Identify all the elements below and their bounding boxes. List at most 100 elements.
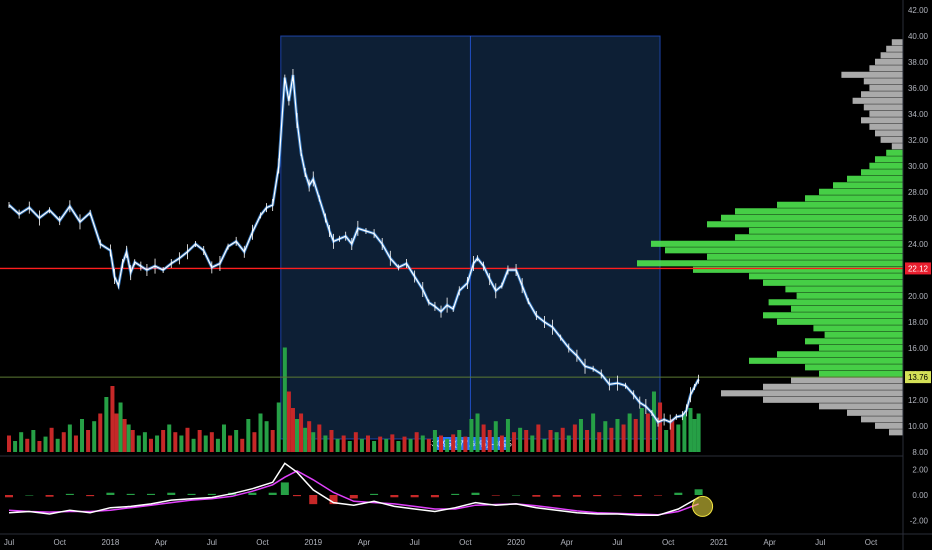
osc-histogram-bar <box>280 482 289 495</box>
volume-bar <box>554 432 559 452</box>
volume-bar <box>481 424 486 452</box>
osc-histogram-bar <box>694 489 703 495</box>
volume-bar <box>426 438 431 452</box>
profile-bar <box>875 422 903 429</box>
volume-bar <box>73 435 78 452</box>
price-axis-tick: 18.00 <box>908 318 929 327</box>
volume-bar <box>114 413 119 452</box>
time-axis[interactable]: Jul Oct 2018 Apr Jul Oct 2019 Apr Jul Oct 2020 Apr J… <box>4 538 878 547</box>
profile-bar <box>819 403 903 410</box>
profile-bar <box>819 188 903 195</box>
price-axis-tick: 12.00 <box>908 396 929 405</box>
osc-histogram-bar <box>25 495 34 496</box>
price-axis-tick: 30.00 <box>908 162 929 171</box>
profile-bar <box>869 65 903 72</box>
profile-bar <box>805 195 903 202</box>
volume-bar <box>512 432 517 452</box>
profile-bar <box>869 84 903 91</box>
volume-bar <box>215 438 220 452</box>
profile-bar <box>861 169 903 176</box>
volume-bar <box>311 432 316 452</box>
osc-histogram-bar <box>248 492 257 495</box>
volume-bar <box>359 438 364 452</box>
profile-bar <box>796 292 903 299</box>
osc-histogram-bar <box>65 493 74 495</box>
profile-bar <box>665 247 903 254</box>
osc-histogram-bar <box>471 492 480 495</box>
price-axis-tick: 32.00 <box>908 136 929 145</box>
price-axis-tick: 38.00 <box>908 58 929 67</box>
volume-profile <box>637 39 903 436</box>
volume-bar <box>578 419 583 452</box>
volume-bar <box>341 435 346 452</box>
profile-bar <box>861 91 903 98</box>
volume-bar <box>55 438 60 452</box>
profile-bar <box>791 305 903 312</box>
osc-main-line <box>8 462 699 517</box>
volume-bar <box>353 432 358 452</box>
profile-bar <box>735 234 903 241</box>
last-price-badge: 13.76 <box>908 373 929 382</box>
volume-bar <box>597 432 602 452</box>
osc-histogram-bar <box>390 495 399 498</box>
osc-histogram-bar <box>329 495 338 505</box>
price-axis-tick: 26.00 <box>908 214 929 223</box>
volume-bar <box>390 434 395 452</box>
volume-bar <box>329 430 334 452</box>
osc-histogram-bar <box>654 495 663 496</box>
profile-bar <box>763 279 903 286</box>
range-tool[interactable]: -30.95 (-77.65%) -3095 <box>280 35 661 450</box>
osc-histogram-bar <box>86 495 95 497</box>
profile-bar <box>785 286 903 293</box>
volume-bar <box>414 432 419 452</box>
price-axis[interactable]: 42.00 40.00 38.00 36.00 34.00 32.00 30.00 28.00… <box>908 6 929 457</box>
price-axis-tick: 8.00 <box>912 448 928 457</box>
price-axis-tick: 28.00 <box>908 188 929 197</box>
profile-bar <box>869 123 903 130</box>
profile-bar <box>847 409 903 416</box>
volume-bar <box>664 430 669 452</box>
volume-bar <box>396 441 401 452</box>
price-axis-tick: 20.00 <box>908 292 929 301</box>
volume-bar <box>19 432 24 452</box>
profile-bar <box>891 39 903 46</box>
volume-bar <box>122 419 127 452</box>
volume-bar <box>86 430 91 452</box>
osc-histogram-bar <box>572 495 581 497</box>
osc-histogram-bar <box>207 493 216 495</box>
osc-histogram-bar <box>126 493 135 495</box>
oscillator-axis[interactable]: 2.00 0.00 -2.00 <box>910 466 929 526</box>
volume-bar <box>692 419 697 452</box>
profile-bar <box>861 117 903 124</box>
volume-bar <box>61 432 66 452</box>
volume-bar <box>518 427 523 452</box>
level-price-badge-bg <box>905 262 931 275</box>
osc-histogram-bar <box>293 495 302 497</box>
volume-bar <box>682 413 687 452</box>
price-axis-tick: 24.00 <box>908 240 929 249</box>
time-axis-tick: Jul <box>815 538 825 547</box>
price-axis-tick: 34.00 <box>908 110 929 119</box>
volume-bar <box>566 435 571 452</box>
osc-histogram-bar <box>268 492 277 495</box>
osc-histogram-bar <box>613 495 622 496</box>
volume-bar <box>173 432 178 452</box>
volume-bar <box>136 435 141 452</box>
profile-bar <box>763 312 903 319</box>
volume-bar <box>43 436 48 452</box>
last-price-badge-bg <box>905 371 931 384</box>
volume-bar <box>572 424 577 452</box>
volume-bar <box>13 441 18 452</box>
volume-bar <box>234 430 239 452</box>
volume-bar <box>493 421 498 452</box>
volume-bar <box>548 430 553 452</box>
time-axis-tick: Apr <box>763 538 776 547</box>
volume-bar <box>627 413 632 452</box>
profile-bar <box>791 377 903 384</box>
volume-bar <box>148 438 153 452</box>
volume-bar <box>384 438 389 452</box>
time-axis-tick: Jul <box>207 538 217 547</box>
volume-bar <box>378 436 383 452</box>
volume-bar <box>142 432 147 452</box>
